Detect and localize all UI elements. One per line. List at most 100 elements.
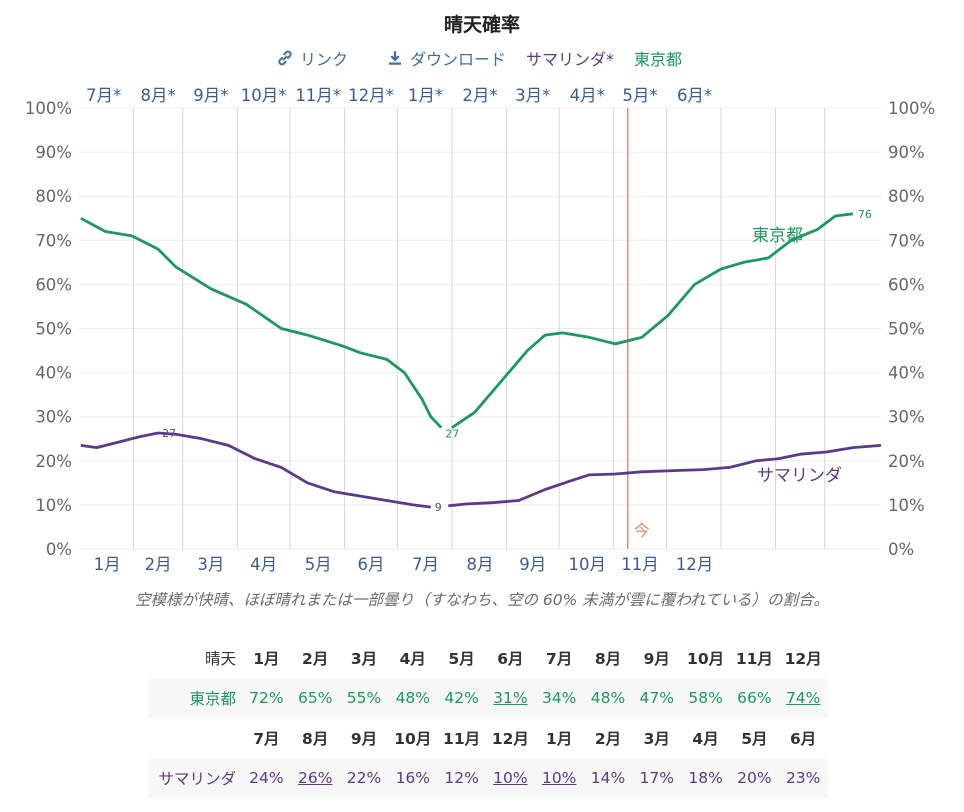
- table-cell-tokyo: 58%: [688, 689, 723, 707]
- x-tick-label-bottom: 5月: [305, 555, 332, 574]
- x-tick-label-bottom: 11月: [621, 555, 659, 574]
- table-month-header: 8月: [594, 650, 622, 668]
- now-label: 今: [634, 521, 650, 540]
- x-tick-label-top: 10月*: [241, 86, 287, 105]
- x-tick-label-top: 3月*: [515, 86, 550, 105]
- table-header-row-2: 7月 8月 9月 10月 11月 12月 1月 2月 3月 4月 5月 6月: [148, 718, 828, 758]
- table-cell-tokyo: 48%: [590, 689, 626, 707]
- table-row-label-samarinda[interactable]: サマリンダ: [158, 770, 236, 788]
- table-month-header: 7月: [546, 650, 573, 668]
- table-cell-tokyo: 65%: [297, 689, 333, 707]
- y-tick-label-left: 20%: [35, 452, 72, 471]
- table-cell-samarinda: 22%: [346, 769, 382, 787]
- table-cell-tokyo: 74%: [785, 689, 821, 707]
- legend-samarinda-label: サマリンダ*: [526, 50, 615, 69]
- series-line-samarinda: [448, 444, 882, 508]
- x-tick-label-top: 6月*: [677, 86, 712, 105]
- table-month-header: 1月: [546, 730, 573, 748]
- y-tick-label-left: 80%: [35, 187, 72, 206]
- x-tick-label-bottom: 10月: [569, 555, 607, 574]
- table-header-label: 晴天: [204, 650, 236, 668]
- table-row-label-tokyo[interactable]: 東京都: [189, 690, 236, 708]
- y-tick-label-right: 70%: [888, 231, 925, 250]
- table-month-header: 4月: [692, 730, 719, 748]
- link-label: リンク: [300, 50, 349, 69]
- table-cell-samarinda: 12%: [444, 769, 479, 787]
- table-cell-samarinda: 23%: [785, 769, 821, 787]
- table-month-header: 8月: [302, 730, 329, 748]
- table-month-header: 2月: [594, 730, 622, 748]
- y-tick-label-right: 10%: [888, 496, 925, 515]
- table-month-header: 7月: [253, 730, 280, 748]
- download-label: ダウンロード: [410, 50, 507, 69]
- table-month-header: 3月: [643, 730, 670, 748]
- series-label-samarinda: サマリンダ: [757, 466, 842, 486]
- y-tick-label-right: 50%: [888, 320, 925, 339]
- table-month-header: 3月: [350, 650, 378, 668]
- table-cell-samarinda: 20%: [737, 769, 772, 787]
- x-tick-label-top: 4月*: [570, 86, 605, 105]
- table-month-header: 10月: [394, 730, 432, 748]
- table-cell-tokyo: 47%: [639, 689, 674, 707]
- x-tick-label-bottom: 12月: [676, 555, 714, 574]
- series-line-samarinda: [80, 431, 431, 509]
- x-tick-label-top: 2月*: [462, 86, 497, 105]
- x-tick-label-top: 11月*: [295, 86, 341, 105]
- x-tick-label-bottom: 6月: [357, 555, 384, 574]
- table-month-header: 1月: [253, 650, 280, 668]
- table-cell-tokyo: 72%: [249, 689, 284, 707]
- table-cell-samarinda: 14%: [590, 769, 626, 787]
- data-label-tokyo-min: 27: [445, 428, 459, 441]
- chart-caption: 空模様が快晴、ほぼ晴れまたは一部曇り（すなわち、空の 60% 未満が雲に覆われて…: [134, 591, 830, 609]
- download-button[interactable]: ダウンロード: [386, 46, 506, 70]
- x-tick-label-bottom: 2月: [145, 555, 172, 574]
- x-tick-label-bottom: 7月: [412, 555, 439, 574]
- y-tick-label-right: 20%: [888, 452, 925, 471]
- series-label-tokyo: 東京都: [752, 226, 803, 246]
- chart-title: 晴天確率: [443, 14, 520, 36]
- y-tick-label-left: 50%: [35, 320, 72, 339]
- table-month-header: 9月: [643, 650, 670, 668]
- table-cell-samarinda: 10%: [493, 769, 528, 787]
- y-tick-label-right: 100%: [888, 99, 935, 118]
- legend-tokyo-label: 東京都: [634, 50, 683, 69]
- y-tick-label-right: 90%: [888, 143, 925, 162]
- table-month-header: 11月: [443, 730, 481, 748]
- y-tick-label-left: 30%: [35, 408, 72, 427]
- legend-tokyo[interactable]: 東京都: [634, 46, 682, 70]
- series-line-tokyo: [80, 217, 443, 429]
- y-tick-label-right: 0%: [888, 540, 914, 559]
- table-cell-tokyo: 66%: [737, 689, 772, 707]
- y-tick-label-left: 10%: [35, 496, 72, 515]
- y-tick-label-left: 90%: [35, 143, 72, 162]
- link-icon: [278, 50, 292, 66]
- table-cell-samarinda: 24%: [249, 769, 284, 787]
- link-button[interactable]: リンク: [276, 46, 348, 70]
- table-cell-samarinda: 18%: [688, 769, 723, 787]
- sunshine-chart: 今 0% 10% 20% 30% 40% 50% 60% 70% 80% 90% 100% 0% 10…: [25, 86, 935, 574]
- y-tick-label-left: 100%: [25, 99, 72, 118]
- table-row-samarinda: サマリンダ 24% 26% 22% 16% 12% 10% 10% 14% 17% 18% 20% 2…: [148, 758, 828, 798]
- y-tick-label-left: 70%: [35, 231, 72, 250]
- x-tick-label-bottom: 9月: [519, 555, 546, 574]
- y-tick-label-left: 0%: [46, 540, 72, 559]
- table-cell-samarinda: 17%: [639, 769, 674, 787]
- table-row-tokyo: 東京都 72% 65% 55% 48% 42% 31% 34% 48% 47% 58% 66% 74%: [148, 678, 828, 718]
- table-month-header: 2月: [302, 650, 329, 668]
- table-cell-samarinda: 26%: [297, 769, 333, 787]
- table-month-header: 6月: [497, 650, 524, 668]
- table-cell-samarinda: 16%: [395, 769, 431, 787]
- y-tick-label-left: 60%: [35, 275, 72, 294]
- x-tick-label-top: 7月*: [86, 86, 121, 105]
- y-tick-label-right: 30%: [888, 408, 925, 427]
- table-cell-tokyo: 34%: [541, 689, 577, 707]
- table-cell-tokyo: 42%: [444, 689, 479, 707]
- table-cell-tokyo: 48%: [395, 689, 431, 707]
- x-tick-label-top: 1月*: [408, 86, 443, 105]
- legend-samarinda[interactable]: サマリンダ*: [526, 46, 614, 70]
- x-tick-label-top: 9月*: [193, 86, 228, 105]
- download-icon: [389, 51, 401, 65]
- table-cell-tokyo: 31%: [493, 689, 528, 707]
- x-tick-label-top: 12月*: [348, 86, 394, 105]
- table-header-spacer: [148, 718, 242, 758]
